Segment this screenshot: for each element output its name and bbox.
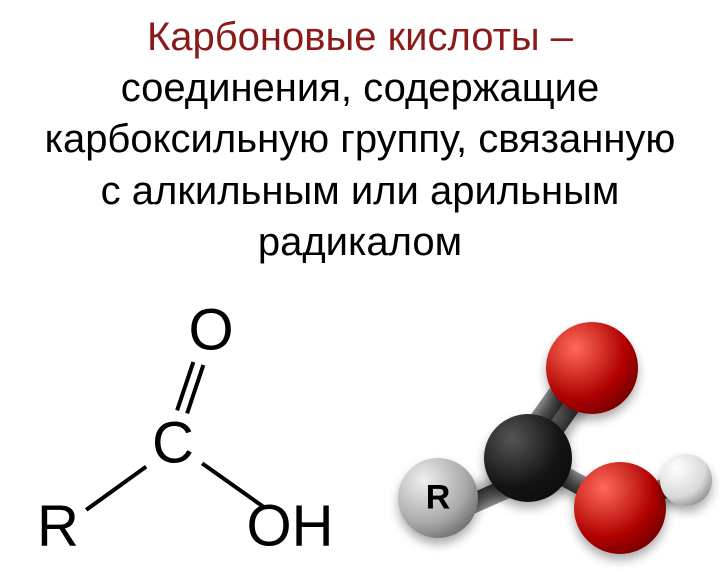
model-sphere-o_oh — [574, 462, 666, 554]
atom-label-c: C — [152, 409, 194, 476]
structural-formula-panel: OC R OH — [0, 278, 360, 578]
figure-row: OC R OH R — [0, 278, 720, 578]
atom-label-o_top: O — [188, 296, 233, 363]
atom-label-r: R — [37, 492, 79, 559]
molecule-model-panel: R — [360, 278, 720, 578]
bond-line — [86, 465, 148, 511]
model-sphere-h — [660, 454, 712, 506]
model-sphere-c — [484, 414, 572, 502]
ball-stick-model: R — [360, 308, 720, 568]
atom-label-oh: OH — [247, 492, 334, 559]
model-sphere-o_db — [546, 322, 638, 414]
model-r-label: R — [426, 478, 451, 517]
structural-formula: OC R OH — [18, 288, 348, 568]
title-accent: Карбоновые кислоты – — [147, 15, 573, 59]
title-body: соединения, содержащие карбоксильную гру… — [45, 66, 676, 264]
definition-heading: Карбоновые кислоты – соединения, содержа… — [0, 0, 720, 268]
